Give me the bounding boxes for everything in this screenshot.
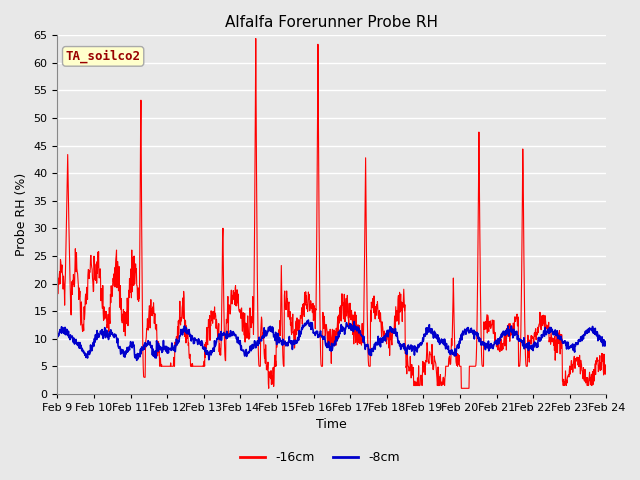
-16cm — [54, 277, 61, 283]
-16cm — [252, 36, 260, 41]
-16cm — [602, 371, 610, 376]
-8cm — [163, 346, 170, 351]
-16cm — [237, 315, 244, 321]
-16cm — [538, 313, 546, 319]
-16cm — [265, 385, 273, 391]
-16cm — [163, 363, 170, 369]
-8cm — [237, 343, 245, 349]
-16cm — [175, 316, 183, 322]
-8cm — [133, 358, 141, 363]
Text: TA_soilco2: TA_soilco2 — [66, 49, 141, 63]
Title: Alfalfa Forerunner Probe RH: Alfalfa Forerunner Probe RH — [225, 15, 438, 30]
Line: -8cm: -8cm — [58, 320, 606, 360]
-8cm — [305, 317, 312, 323]
X-axis label: Time: Time — [317, 419, 348, 432]
Line: -16cm: -16cm — [58, 38, 606, 388]
Legend: -16cm, -8cm: -16cm, -8cm — [235, 446, 405, 469]
-8cm — [602, 342, 610, 348]
-8cm — [54, 335, 61, 340]
-8cm — [176, 333, 184, 339]
-16cm — [490, 331, 497, 336]
-8cm — [490, 344, 497, 349]
-8cm — [418, 340, 426, 346]
Y-axis label: Probe RH (%): Probe RH (%) — [15, 173, 28, 256]
-16cm — [418, 378, 426, 384]
-8cm — [538, 333, 546, 339]
